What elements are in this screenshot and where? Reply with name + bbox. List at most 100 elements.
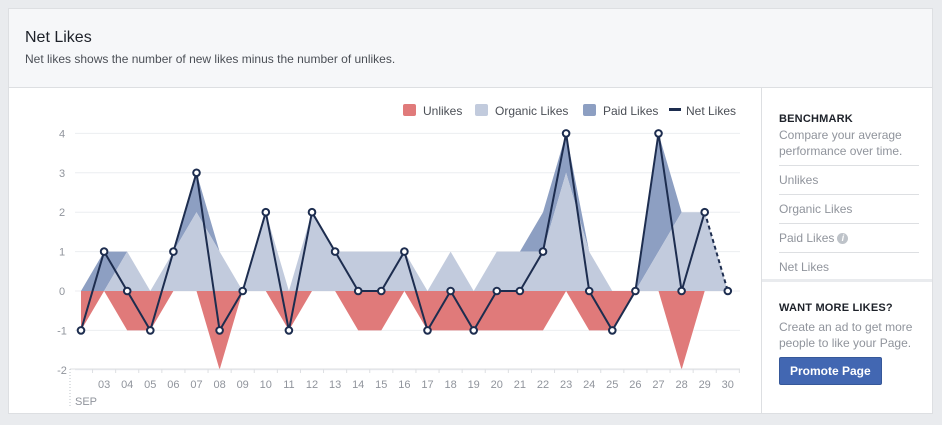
y-tick-label: 2: [59, 207, 65, 219]
item-label: Paid Likes: [779, 231, 835, 245]
legend-label: Paid Likes: [603, 104, 658, 118]
y-tick-label: 4: [59, 128, 65, 140]
x-tick-label: 15: [375, 379, 387, 391]
paid-likes-area: [81, 133, 728, 291]
x-tick-label: 28: [675, 379, 687, 391]
legend-item-organic-likes: Organic Likes: [475, 104, 568, 118]
net-likes-point: [146, 326, 155, 335]
x-tick-label: 29: [699, 379, 711, 391]
x-tick-label: 18: [444, 379, 456, 391]
net-likes-point: [353, 286, 363, 296]
net-likes-point: [261, 207, 271, 217]
legend-swatch: [583, 104, 596, 116]
sidebar: BENCHMARK Compare your average performan…: [761, 87, 932, 413]
benchmark-text: Compare your average performance over ti…: [779, 128, 903, 158]
page-title: Net Likes: [25, 29, 92, 46]
y-tick-label: 0: [59, 286, 65, 298]
net-likes-point: [677, 286, 686, 296]
item-label: Net Likes: [779, 260, 830, 274]
benchmark-item-organic-likes[interactable]: Organic Likes: [779, 194, 919, 223]
net-likes-point: [608, 326, 617, 335]
net-likes-point: [76, 326, 86, 335]
net-likes-line: [80, 133, 706, 334]
net-likes-point: [169, 247, 178, 256]
legend-item-paid-likes: Paid Likes: [583, 104, 658, 118]
x-tick-label: 07: [190, 379, 202, 391]
x-tick-label: 25: [606, 379, 618, 391]
y-tick-label: -1: [57, 325, 67, 337]
net-likes-point: [654, 129, 663, 138]
x-tick-label: 11: [283, 379, 294, 391]
net-likes-point: [99, 247, 109, 256]
net-likes-point: [377, 286, 386, 296]
x-tick-label: 21: [514, 379, 526, 391]
x-tick-label: 14: [352, 379, 364, 391]
x-tick-label: 10: [260, 379, 272, 391]
net-likes-point: [238, 286, 247, 296]
benchmark-item-paid-likes[interactable]: Paid Likes i: [779, 223, 919, 252]
x-tick-label: 16: [398, 379, 410, 391]
legend-swatch: [669, 108, 681, 111]
legend-swatch: [403, 104, 416, 116]
unlikes-area: [81, 291, 728, 370]
y-tick-label: 1: [59, 247, 65, 259]
net-likes-point: [515, 286, 525, 296]
item-label: Unlikes: [779, 173, 819, 187]
net-likes-point: [330, 247, 340, 256]
legend-label: Net Likes: [686, 104, 736, 118]
x-tick-label: 22: [537, 379, 549, 391]
x-tick-label: 17: [421, 379, 433, 391]
x-tick-label: 30: [722, 379, 734, 391]
more-likes-title: WANT MORE LIKES?: [779, 302, 893, 314]
legend-swatch: [475, 104, 488, 116]
x-tick-label: 08: [213, 379, 225, 391]
legend-item-unlikes: Unlikes: [403, 104, 462, 118]
legend-label: Organic Likes: [495, 104, 568, 118]
net-likes-point: [700, 207, 710, 217]
item-label: Organic Likes: [779, 202, 853, 216]
x-tick-label: 09: [237, 379, 249, 391]
y-tick-label: 3: [59, 168, 65, 180]
x-tick-label: 26: [629, 379, 641, 391]
x-tick-label: 27: [652, 379, 664, 391]
legend-item-net-likes: Net Likes: [669, 104, 736, 118]
net-likes-point: [631, 286, 640, 296]
divider: [762, 279, 932, 282]
net-likes-point: [122, 286, 132, 296]
net-likes-point: [492, 286, 502, 296]
x-tick-label: 12: [306, 379, 318, 391]
y-tick-label: -2: [57, 365, 67, 377]
net-likes-point: [192, 168, 201, 178]
x-tick-label: 13: [329, 379, 341, 391]
x-tick-label: 03: [98, 379, 110, 391]
net-likes-point: [446, 286, 455, 296]
organic-likes-area: [81, 172, 728, 291]
x-tick-label: 24: [583, 379, 595, 391]
net-likes-point: [307, 207, 317, 217]
net-likes-card: Net Likes Net likes shows the number of …: [8, 8, 933, 414]
net-likes-point: [538, 247, 548, 256]
page-subtitle: Net likes shows the number of new likes …: [25, 52, 396, 66]
x-tick-label: 19: [468, 379, 480, 391]
net-likes-point: [723, 286, 733, 296]
benchmark-title: BENCHMARK: [779, 113, 853, 125]
legend-label: Unlikes: [423, 104, 462, 118]
net-likes-point: [284, 326, 294, 335]
month-label: SEP: [75, 396, 97, 408]
net-likes-point: [215, 326, 224, 335]
x-tick-label: 05: [144, 379, 156, 391]
benchmark-item-net-likes[interactable]: Net Likes: [779, 252, 919, 281]
net-likes-point: [423, 326, 432, 335]
net-likes-point: [400, 247, 409, 256]
info-icon[interactable]: i: [837, 233, 849, 244]
promote-page-button[interactable]: Promote Page: [779, 357, 882, 385]
card-header: Net Likes Net likes shows the number of …: [9, 9, 932, 88]
net-likes-point: [469, 326, 479, 335]
net-likes-point: [561, 129, 571, 138]
benchmark-item-unlikes[interactable]: Unlikes: [779, 165, 919, 194]
x-tick-label: 06: [167, 379, 179, 391]
x-tick-label: 23: [560, 379, 572, 391]
x-tick-label: 20: [491, 379, 503, 391]
net-likes-point: [584, 286, 594, 296]
